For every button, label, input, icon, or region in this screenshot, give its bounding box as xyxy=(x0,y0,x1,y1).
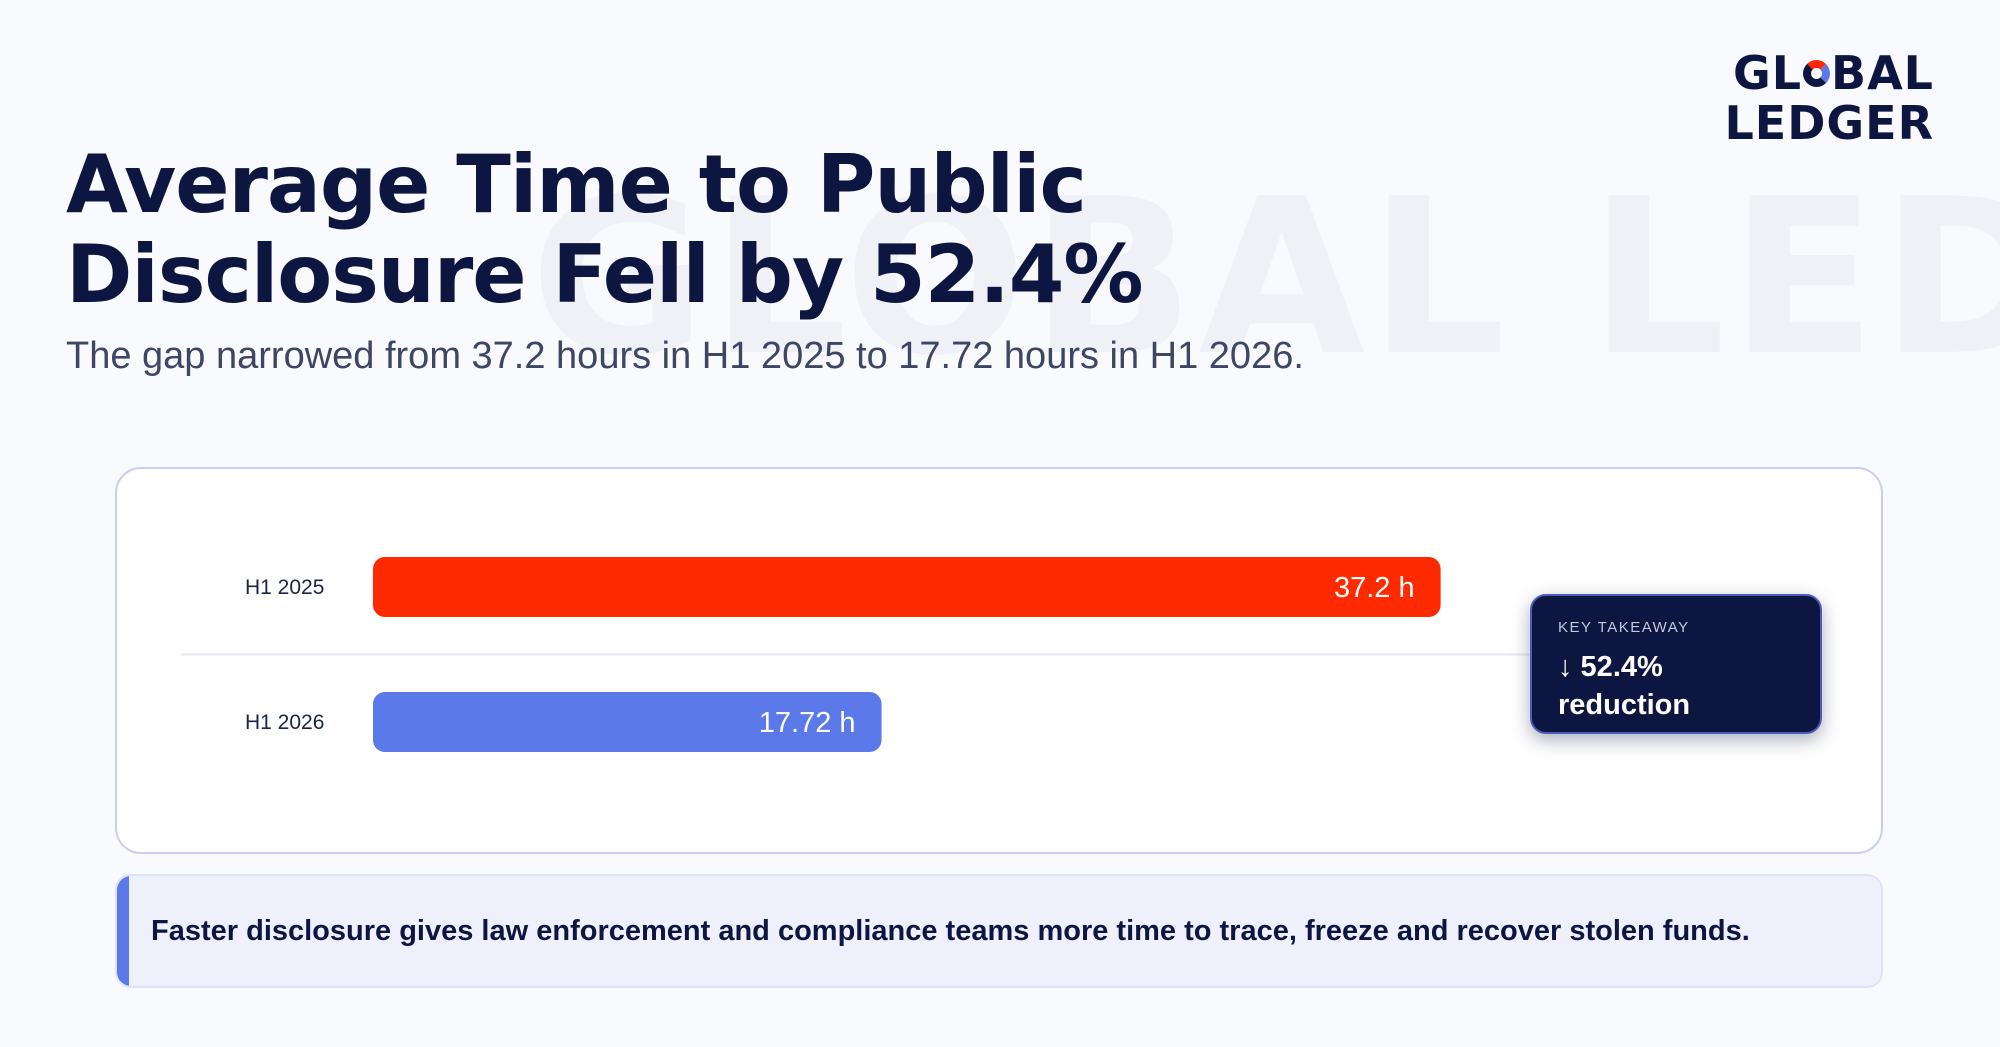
logo-ring-icon xyxy=(1803,60,1831,87)
page-title: Average Time to Public Disclosure Fell b… xyxy=(66,138,1144,321)
note-text: Faster disclosure gives law enforcement … xyxy=(151,914,1750,947)
bar-value-label: 37.2 h xyxy=(1334,572,1415,604)
key-takeaway-label: KEY TAKEAWAY xyxy=(1558,619,1690,636)
key-takeaway-value: ↓ 52.4% reduction xyxy=(1558,648,1794,724)
brand-logo: GL BAL LEDGER xyxy=(1704,48,1934,148)
note-accent-bar xyxy=(117,876,129,986)
chart-card: H1 2025 37.2 h H1 2026 17.72 h KEY TAKEAWAY… xyxy=(115,467,1883,854)
logo-text-gl: GL xyxy=(1732,46,1803,100)
logo-text-ledger: LEDGER xyxy=(1724,96,1934,150)
bar xyxy=(373,557,1441,617)
page-subtitle: The gap narrowed from 37.2 hours in H1 2… xyxy=(66,335,1304,377)
bar-chart: H1 2025 37.2 h H1 2026 17.72 h xyxy=(181,557,1817,752)
key-takeaway-card: KEY TAKEAWAY ↓ 52.4% reduction xyxy=(1530,594,1822,734)
bar xyxy=(373,692,882,752)
bar-value-label: 17.72 h xyxy=(759,707,856,739)
insight-note: Faster disclosure gives law enforcement … xyxy=(115,874,1883,988)
category-label: H1 2025 xyxy=(245,576,324,599)
key-takeaway-percent: ↓ 52.4% xyxy=(1558,651,1663,683)
logo-text-bal: BAL xyxy=(1831,46,1934,100)
category-label: H1 2026 xyxy=(245,711,324,734)
key-takeaway-caption: reduction xyxy=(1558,689,1691,721)
